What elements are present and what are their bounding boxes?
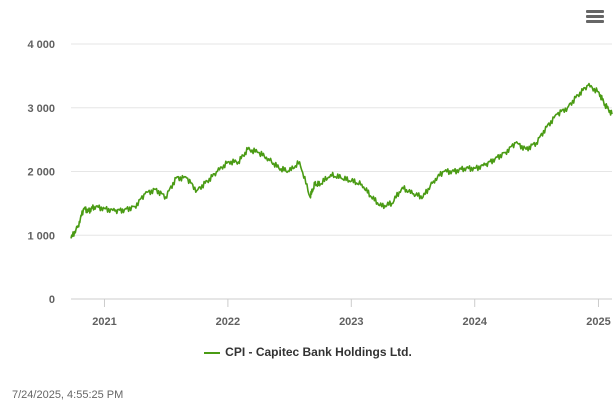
timestamp: 7/24/2025, 4:55:25 PM	[12, 389, 124, 401]
y-tick-label: 2 000	[27, 167, 55, 179]
grid-lines	[71, 43, 612, 300]
y-tick-label: 1 000	[27, 230, 55, 242]
y-tick-label: 3 000	[27, 103, 55, 115]
x-tick-label: 2023	[339, 316, 363, 328]
x-tick-label: 2025	[586, 316, 610, 328]
x-tick-label: 2021	[92, 316, 116, 328]
y-axis-labels: 0 1 000 2 000 3 000 4 000	[27, 39, 55, 306]
x-axis-ticks	[103, 299, 599, 307]
series-layer	[70, 82, 613, 239]
series-line[interactable]	[70, 82, 613, 239]
y-tick-label: 4 000	[27, 39, 55, 51]
legend[interactable]: CPI - Capitec Bank Holdings Ltd.	[0, 345, 616, 359]
x-axis-labels: 2021 2022 2023 2024 2025	[92, 316, 610, 328]
legend-label: CPI - Capitec Bank Holdings Ltd.	[225, 345, 412, 359]
x-tick-label: 2024	[462, 316, 487, 328]
y-tick-label: 0	[49, 294, 55, 306]
chart-menu-icon[interactable]	[586, 10, 604, 26]
x-tick-label: 2022	[216, 316, 240, 328]
legend-swatch	[204, 351, 221, 354]
